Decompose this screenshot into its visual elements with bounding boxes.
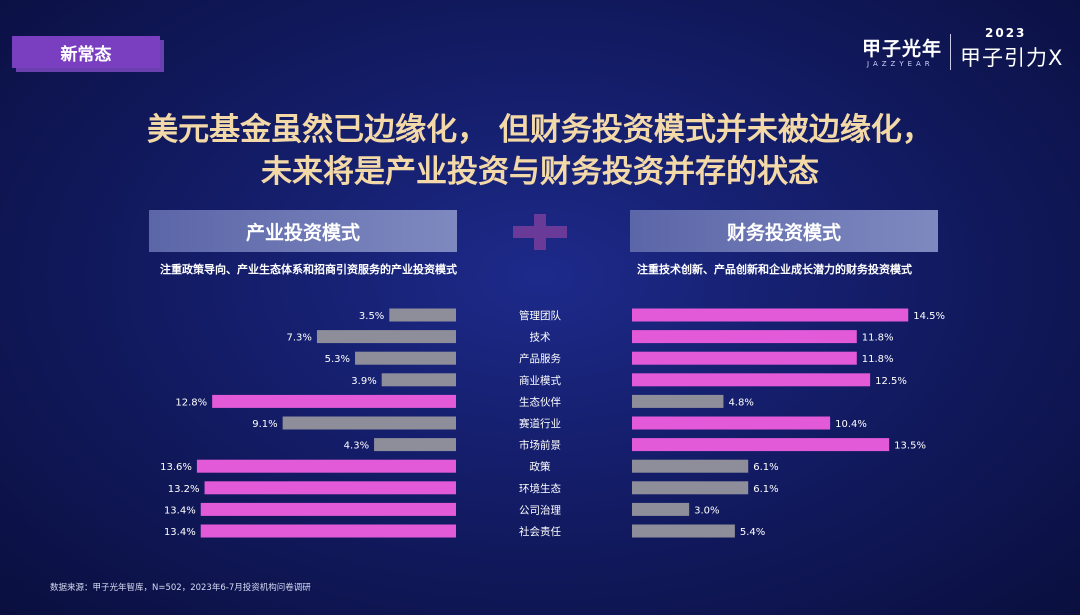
right-bar <box>632 416 831 430</box>
right-value-label: 11.8% <box>862 354 894 365</box>
right-value-label: 6.1% <box>753 484 778 495</box>
right-value-label: 10.4% <box>835 419 867 430</box>
left-value-label: 3.9% <box>351 376 376 387</box>
right-bar <box>632 373 871 387</box>
tag-background <box>12 36 160 68</box>
right-bar <box>632 308 909 322</box>
right-description: 注重技术创新、产品创新和企业成长潜力的财务投资模式 <box>637 263 912 276</box>
right-value-label: 3.0% <box>694 505 719 516</box>
left-value-label: 13.6% <box>160 462 192 473</box>
left-bar <box>200 524 456 538</box>
logo-year: 2023 <box>985 26 1027 40</box>
category-label: 生态伙伴 <box>519 395 561 408</box>
category-label: 市场前景 <box>519 439 561 452</box>
category-label: 产品服务 <box>519 352 561 365</box>
left-value-label: 13.2% <box>168 484 200 495</box>
left-bar <box>316 330 456 344</box>
title-line-1: 美元基金虽然已边缘化， 但财务投资模式并未被边缘化， <box>147 112 933 148</box>
left-value-label: 5.3% <box>325 354 350 365</box>
right-bar <box>632 459 749 473</box>
right-bar <box>632 524 735 538</box>
left-bar <box>212 394 456 408</box>
left-value-label: 13.4% <box>164 527 196 538</box>
category-label: 环境生态 <box>519 482 561 495</box>
title-line-2: 未来将是产业投资与财务投资并存的状态 <box>261 154 819 190</box>
left-bar <box>374 438 456 452</box>
section-tag: 新常态 <box>60 44 112 65</box>
plus-icon-bar <box>513 226 567 238</box>
left-bar <box>381 373 456 387</box>
category-label: 商业模式 <box>519 374 561 387</box>
right-bar <box>632 438 890 452</box>
category-label: 政策 <box>530 460 551 473</box>
left-value-label: 13.4% <box>164 505 196 516</box>
left-value-label: 3.5% <box>359 311 384 322</box>
right-value-label: 6.1% <box>753 462 778 473</box>
left-bar <box>196 459 457 473</box>
right-value-label: 4.8% <box>728 397 753 408</box>
right-panel-header: 财务投资模式 <box>630 210 938 252</box>
right-value-label: 13.5% <box>894 441 926 452</box>
logo-divider <box>950 34 951 70</box>
left-description: 注重政策导向、产业生态体系和招商引资服务的产业投资模式 <box>160 263 457 276</box>
right-value-label: 14.5% <box>913 311 945 322</box>
left-bar <box>282 416 456 430</box>
category-label: 赛道行业 <box>519 417 561 430</box>
data-source: 数据来源：甲子光年智库，N=502，2023年6-7月投资机构问卷调研 <box>50 583 311 593</box>
category-label: 公司治理 <box>519 503 561 516</box>
butterfly-chart: 管理团队 3.5% 14.5% 技术 7.3% 11.8% 产品服务 5.3% 11.8% 商业模… <box>160 308 945 538</box>
right-bar <box>632 330 857 344</box>
logo-brand: 甲子引力X <box>960 46 1064 70</box>
right-value-label: 11.8% <box>862 333 894 344</box>
right-bar <box>632 502 690 516</box>
right-value-label: 5.4% <box>740 527 765 538</box>
right-bar <box>632 351 857 365</box>
category-label: 管理团队 <box>519 309 561 322</box>
logo-en: JAZZYEAR <box>867 60 934 68</box>
left-bar <box>204 481 456 495</box>
logo-cn: 甲子光年 <box>862 38 943 60</box>
right-bar <box>632 394 724 408</box>
left-value-label: 12.8% <box>175 397 207 408</box>
left-bar <box>200 502 456 516</box>
left-panel-header: 产业投资模式 <box>149 210 457 252</box>
left-value-label: 7.3% <box>287 333 312 344</box>
left-bar <box>389 308 456 322</box>
category-label: 技术 <box>530 331 551 344</box>
left-value-label: 9.1% <box>252 419 277 430</box>
left-bar <box>355 351 456 365</box>
left-value-label: 4.3% <box>344 441 369 452</box>
category-label: 社会责任 <box>519 525 561 538</box>
right-value-label: 12.5% <box>875 376 907 387</box>
right-bar <box>632 481 749 495</box>
